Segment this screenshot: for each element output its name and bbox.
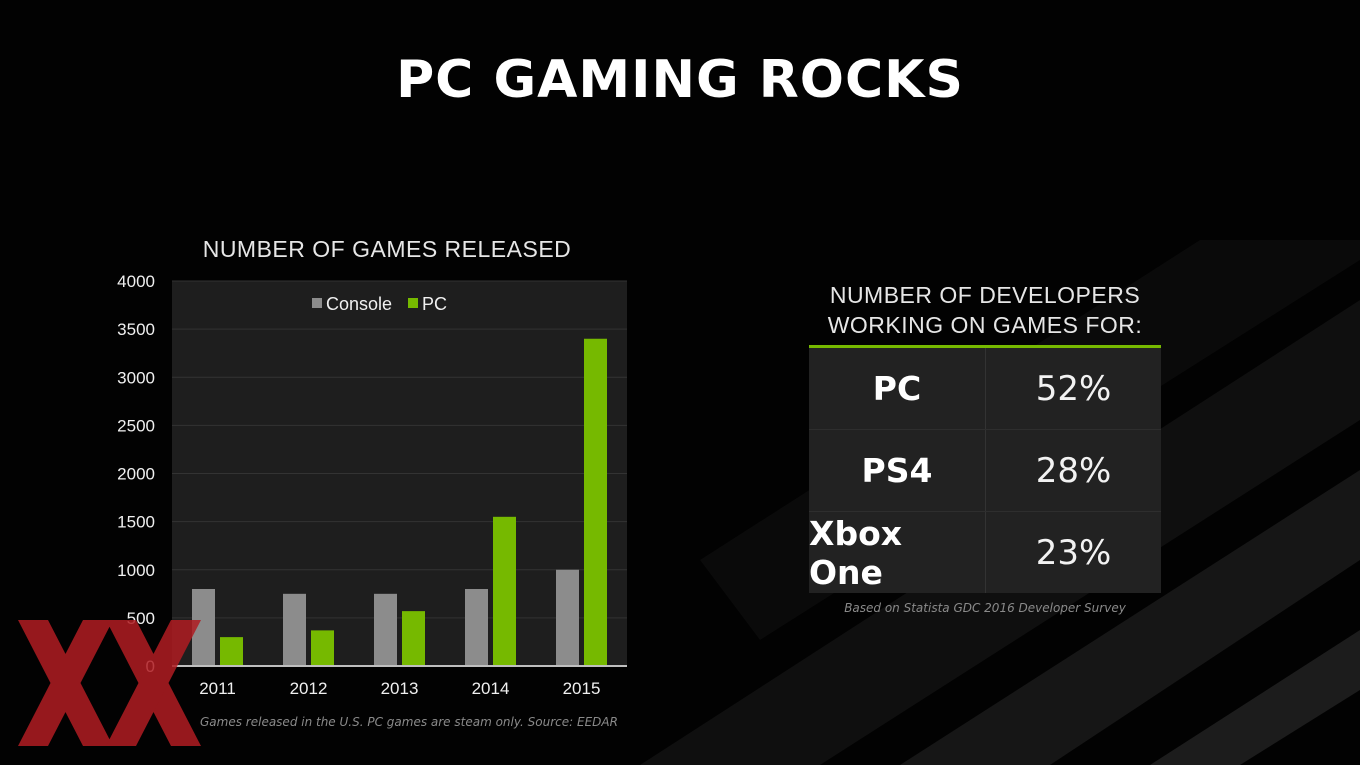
bar-console xyxy=(192,589,215,666)
y-tick-label: 3500 xyxy=(117,320,155,339)
x-tick-label: 2011 xyxy=(199,679,236,698)
bar-pc xyxy=(220,637,243,666)
bar-console xyxy=(465,589,488,666)
developers-heading-line1: NUMBER OF DEVELOPERS xyxy=(829,282,1141,308)
platform-cell: PC xyxy=(809,348,986,429)
chart-title: NUMBER OF GAMES RELEASED xyxy=(202,236,572,262)
legend-label: Console xyxy=(326,294,392,314)
y-tick-label: 4000 xyxy=(117,272,155,291)
percent-cell: 23% xyxy=(1035,532,1112,573)
survey-source-note: Based on Statista GDC 2016 Developer Sur… xyxy=(844,601,1126,615)
legend: Console PC xyxy=(312,294,447,314)
y-tick-label: 1000 xyxy=(117,561,155,580)
x-tick-label: 2015 xyxy=(563,679,601,698)
y-tick-label: 2500 xyxy=(117,416,155,435)
developers-table: PC 52% PS4 28% Xbox One 23% xyxy=(809,345,1161,593)
y-tick-label: 2000 xyxy=(117,465,155,484)
percent-cell: 28% xyxy=(1035,450,1112,491)
bar-pc xyxy=(311,630,334,666)
table-row: PC 52% xyxy=(809,348,1161,429)
x-tick-label: 2013 xyxy=(381,679,419,698)
table-row: Xbox One 23% xyxy=(809,511,1161,593)
y-tick-label: 1500 xyxy=(117,513,155,532)
table-row: PS4 28% xyxy=(809,429,1161,511)
platform-cell: PS4 xyxy=(809,430,986,511)
developers-heading: NUMBER OF DEVELOPERS WORKING ON GAMES FO… xyxy=(809,280,1161,340)
legend-label: PC xyxy=(422,294,447,314)
gridlines xyxy=(172,280,627,619)
x-axis-labels: 2011 2012 2013 2014 2015 xyxy=(199,679,600,698)
bar-console xyxy=(283,593,306,666)
slide-title: PC GAMING ROCKS xyxy=(396,50,964,110)
bar-pc xyxy=(493,516,516,666)
legend-swatch xyxy=(312,298,322,308)
platform-cell: Xbox One xyxy=(809,512,986,593)
x-tick-label: 2012 xyxy=(290,679,328,698)
bar-console xyxy=(374,593,397,666)
bar-pc xyxy=(584,338,607,666)
y-tick-label: 3000 xyxy=(117,368,155,387)
bars xyxy=(192,338,607,666)
xx-logo-icon xyxy=(18,620,201,746)
developers-heading-line2: WORKING ON GAMES FOR: xyxy=(827,312,1143,338)
x-tick-label: 2014 xyxy=(472,679,510,698)
legend-swatch xyxy=(408,298,418,308)
chart-source-note: Games released in the U.S. PC games are … xyxy=(200,715,618,729)
y-axis-labels: 05001000150020002500300035004000 xyxy=(117,272,155,676)
bar-console xyxy=(556,569,579,666)
percent-cell: 52% xyxy=(1035,368,1112,409)
bar-pc xyxy=(402,611,425,666)
